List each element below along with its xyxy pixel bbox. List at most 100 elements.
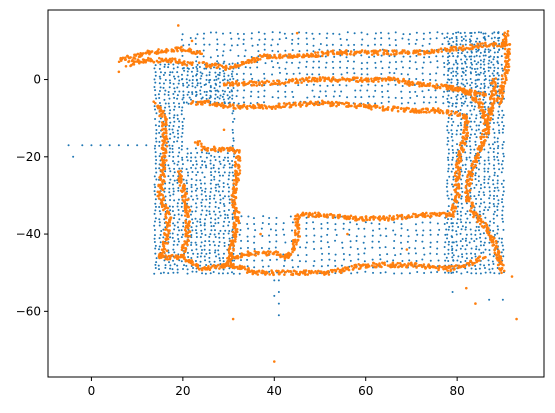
orange-series-point xyxy=(442,267,445,271)
orange-series-point xyxy=(440,50,444,53)
blue-series-point xyxy=(176,233,179,236)
blue-series-point xyxy=(469,133,472,136)
blue-series-point xyxy=(200,248,203,251)
blue-series-point xyxy=(450,117,453,120)
blue-series-point xyxy=(374,84,377,87)
orange-series-point xyxy=(394,263,398,267)
orange-series-point xyxy=(385,52,389,55)
orange-series-point xyxy=(298,78,302,81)
blue-series-point xyxy=(483,170,486,173)
orange-series-point xyxy=(445,47,449,51)
orange-series-point xyxy=(183,214,187,217)
orange-series-point xyxy=(196,143,200,147)
blue-series-point xyxy=(232,174,235,177)
blue-series-point xyxy=(346,71,349,74)
blue-series-point xyxy=(456,66,459,69)
blue-series-point xyxy=(326,32,329,35)
orange-series-point xyxy=(179,253,183,257)
orange-series-point xyxy=(232,187,235,190)
blue-series-point xyxy=(414,42,417,45)
orange-series-point xyxy=(157,191,161,194)
blue-series-point xyxy=(491,179,494,182)
blue-series-point xyxy=(462,67,465,70)
blue-series-point xyxy=(502,205,505,208)
orange-series-point xyxy=(283,54,286,58)
orange-series-point xyxy=(317,54,320,58)
blue-series-point xyxy=(455,129,458,132)
orange-series-point xyxy=(124,58,127,61)
blue-series-point xyxy=(186,147,189,150)
orange-series-point xyxy=(232,264,235,268)
blue-series-point xyxy=(182,221,185,224)
orange-series-point xyxy=(160,147,164,150)
blue-series-point xyxy=(388,66,391,69)
blue-series-point xyxy=(474,143,477,146)
orange-series-point xyxy=(470,44,474,47)
blue-series-point xyxy=(177,125,180,128)
blue-series-point xyxy=(176,205,179,208)
blue-series-point xyxy=(487,86,490,89)
blue-series-point xyxy=(477,168,480,171)
blue-series-point xyxy=(297,84,300,87)
orange-series-point xyxy=(449,268,453,271)
blue-series-point xyxy=(181,98,184,101)
orange-series-point xyxy=(459,159,463,163)
blue-series-point xyxy=(218,185,221,188)
blue-series-point xyxy=(176,94,179,97)
blue-series-point xyxy=(238,233,241,236)
blue-series-point xyxy=(213,178,216,181)
blue-series-point xyxy=(253,235,256,238)
blue-series-point xyxy=(502,228,505,231)
orange-series-point xyxy=(353,216,357,219)
blue-series-point xyxy=(200,252,203,255)
blue-series-point xyxy=(199,77,202,80)
blue-series-point xyxy=(158,237,161,240)
orange-series-point xyxy=(237,219,240,223)
orange-series-point xyxy=(269,56,272,59)
blue-series-point xyxy=(154,193,157,196)
blue-series-point xyxy=(488,79,491,82)
orange-series-point xyxy=(231,230,235,234)
orange-series-point xyxy=(484,43,487,47)
orange-series-point xyxy=(465,117,468,120)
blue-series-point xyxy=(214,249,217,252)
blue-series-point xyxy=(231,164,234,167)
blue-series-point xyxy=(460,228,463,231)
blue-series-point xyxy=(470,113,473,116)
orange-series-point xyxy=(124,56,127,59)
orange-series-point xyxy=(419,110,423,114)
blue-series-point xyxy=(204,164,207,167)
blue-series-point xyxy=(271,38,274,41)
blue-series-point xyxy=(484,271,487,274)
blue-series-point xyxy=(491,72,494,75)
blue-series-point xyxy=(168,137,171,140)
blue-series-point xyxy=(270,60,273,63)
blue-series-point xyxy=(154,247,157,250)
orange-series-point xyxy=(349,52,352,56)
blue-series-point xyxy=(429,241,432,244)
orange-series-point xyxy=(423,212,427,216)
blue-series-point xyxy=(163,63,166,66)
orange-series-point xyxy=(380,265,383,269)
blue-series-point xyxy=(158,102,161,105)
blue-series-point xyxy=(327,264,330,267)
blue-series-point xyxy=(456,72,459,75)
blue-series-point xyxy=(180,205,183,208)
blue-series-point xyxy=(186,86,189,89)
blue-series-point xyxy=(400,241,402,244)
blue-series-point xyxy=(205,209,208,212)
blue-series-point xyxy=(154,151,157,154)
blue-series-point xyxy=(205,94,208,97)
orange-series-point xyxy=(488,118,492,122)
blue-series-point xyxy=(464,60,467,63)
blue-series-point xyxy=(227,224,230,227)
blue-series-point xyxy=(180,148,183,151)
blue-series-point xyxy=(386,260,389,263)
orange-series-point xyxy=(222,147,226,150)
orange-series-point xyxy=(331,268,334,272)
blue-series-point xyxy=(214,218,217,221)
blue-series-point xyxy=(474,268,477,271)
blue-series-point xyxy=(450,78,453,81)
blue-series-point xyxy=(480,183,483,186)
blue-series-point xyxy=(479,51,482,54)
